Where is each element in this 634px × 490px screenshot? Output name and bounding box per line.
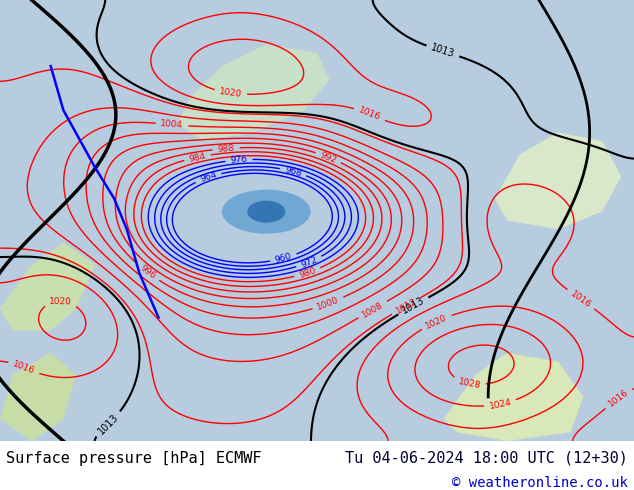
Text: 1008: 1008 <box>361 300 385 319</box>
Text: 1013: 1013 <box>430 43 456 60</box>
Text: 1013: 1013 <box>400 295 427 316</box>
Text: 1016: 1016 <box>569 289 593 310</box>
Text: 972: 972 <box>299 255 319 270</box>
Text: 1028: 1028 <box>457 377 482 390</box>
Text: 1016: 1016 <box>357 106 382 122</box>
Polygon shape <box>444 353 583 441</box>
Text: 964: 964 <box>198 170 218 184</box>
Text: 1024: 1024 <box>488 397 512 411</box>
Ellipse shape <box>222 190 311 234</box>
Text: 984: 984 <box>188 151 207 164</box>
Text: 980: 980 <box>298 266 317 280</box>
Text: 1020: 1020 <box>424 313 449 331</box>
Text: Tu 04-06-2024 18:00 UTC (12+30): Tu 04-06-2024 18:00 UTC (12+30) <box>345 451 628 465</box>
Text: 996: 996 <box>138 264 158 281</box>
Text: 1016: 1016 <box>606 387 630 408</box>
Polygon shape <box>495 132 621 229</box>
Text: 960: 960 <box>274 252 293 265</box>
Polygon shape <box>178 44 330 141</box>
Ellipse shape <box>247 201 285 222</box>
Text: 1012: 1012 <box>394 296 418 316</box>
Text: Surface pressure [hPa] ECMWF: Surface pressure [hPa] ECMWF <box>6 451 262 465</box>
Polygon shape <box>0 243 95 331</box>
Text: 1013: 1013 <box>96 412 120 437</box>
Polygon shape <box>0 353 76 441</box>
Text: 988: 988 <box>217 144 235 154</box>
Text: 968: 968 <box>283 165 302 178</box>
Text: 1000: 1000 <box>316 295 340 312</box>
Text: 976: 976 <box>230 155 248 165</box>
Text: 1020: 1020 <box>219 87 243 99</box>
Text: 1004: 1004 <box>160 119 184 130</box>
Text: 1020: 1020 <box>49 297 72 306</box>
Text: © weatheronline.co.uk: © weatheronline.co.uk <box>452 476 628 490</box>
Text: 992: 992 <box>319 150 338 165</box>
Text: 1016: 1016 <box>11 360 36 376</box>
